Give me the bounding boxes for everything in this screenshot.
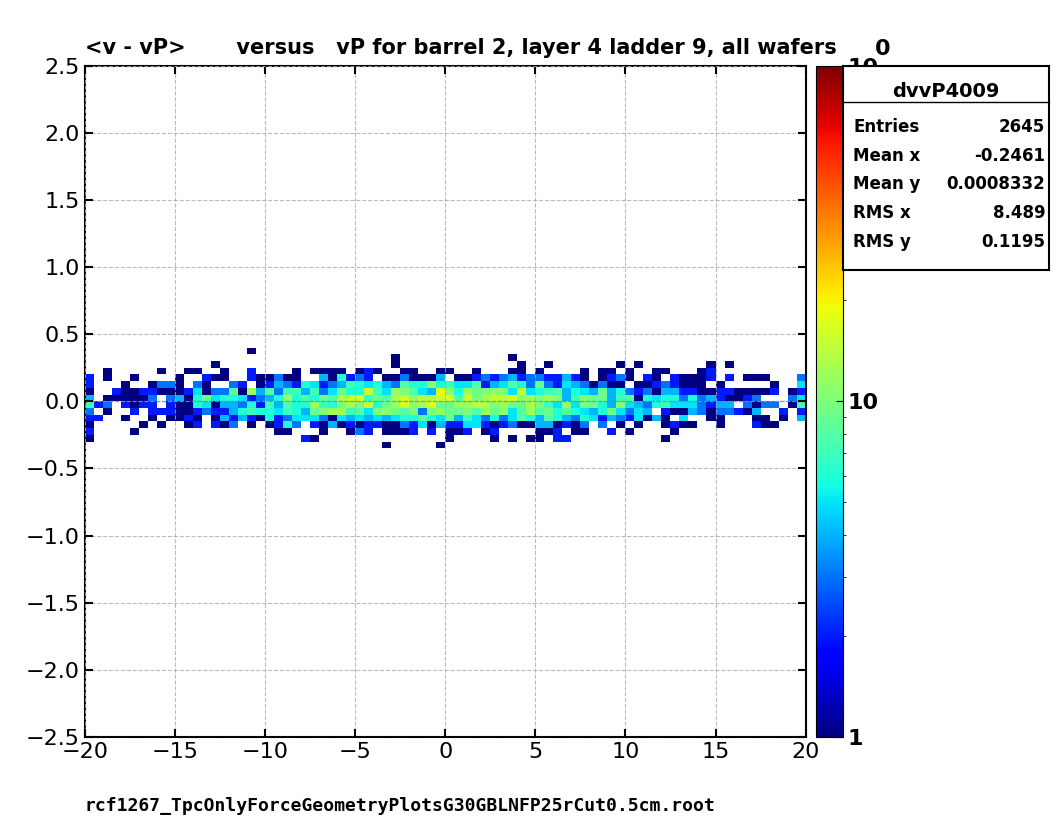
Text: <v - vP>       versus   vP for barrel 2, layer 4 ladder 9, all wafers: <v - vP> versus vP for barrel 2, layer 4… xyxy=(85,38,836,58)
Text: Mean y: Mean y xyxy=(853,175,920,193)
Text: -0.2461: -0.2461 xyxy=(974,147,1045,165)
Text: dvvP4009: dvvP4009 xyxy=(893,82,1000,101)
Text: RMS x: RMS x xyxy=(853,204,911,222)
Text: RMS y: RMS y xyxy=(853,233,911,251)
Text: 0: 0 xyxy=(874,38,890,59)
Text: 2645: 2645 xyxy=(999,118,1045,136)
Text: rcf1267_TpcOnlyForceGeometryPlotsG30GBLNFP25rCut0.5cm.root: rcf1267_TpcOnlyForceGeometryPlotsG30GBLN… xyxy=(85,797,716,815)
Text: 0.0008332: 0.0008332 xyxy=(947,175,1045,193)
Text: 8.489: 8.489 xyxy=(992,204,1045,222)
Text: 0.1195: 0.1195 xyxy=(982,233,1045,251)
Text: Entries: Entries xyxy=(853,118,919,136)
Text: Mean x: Mean x xyxy=(853,147,920,165)
